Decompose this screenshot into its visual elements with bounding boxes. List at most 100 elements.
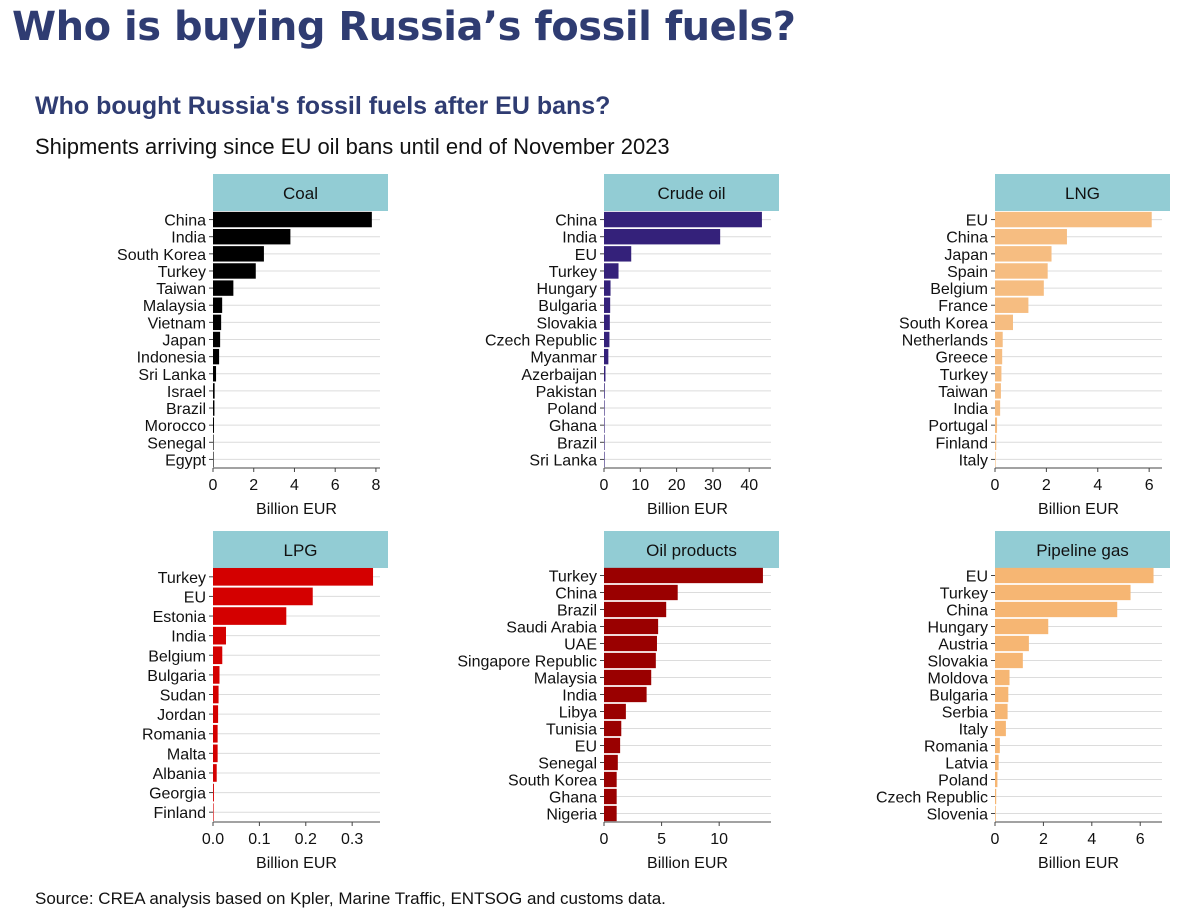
category-label: France [938,298,988,315]
bar-crude-oil-ghana [604,417,605,433]
category-label: EU [575,739,597,756]
bar-coal-malaysia [213,297,223,313]
bar-oil-products-brazil [604,601,667,618]
panel-strip-coal [213,174,388,211]
category-label: India [171,230,206,247]
category-label: Turkey [940,367,988,384]
category-label: Belgium [930,281,988,298]
category-label: Malaysia [534,671,597,688]
category-label: EU [184,589,206,606]
bar-coal-morocco [213,417,215,433]
bar-oil-products-ghana [604,788,617,805]
bar-oil-products-tunisia [604,720,622,737]
category-label: Bulgaria [929,688,988,705]
category-label: India [562,230,597,247]
bar-oil-products-india [604,686,647,703]
bar-coal-sri-lanka [213,366,217,382]
bar-oil-products-libya [604,703,626,720]
category-label: Spain [947,264,988,281]
category-label: Morocco [145,418,206,435]
bar-pipeline-gas-austria [995,635,1029,652]
bar-lng-eu [995,211,1152,228]
bar-crude-oil-slovakia [604,314,610,331]
category-label: Tunisia [546,722,597,739]
bar-pipeline-gas-italy [995,720,1006,737]
bar-oil-products-eu [604,737,621,754]
bar-coal-turkey [213,263,256,279]
bar-oil-products-senegal [604,754,618,771]
category-label: China [164,213,206,230]
category-label: Pakistan [536,384,597,401]
category-label: Senegal [147,435,206,452]
category-label: Netherlands [902,333,988,350]
category-label: Georgia [149,786,206,803]
category-label: Hungary [537,281,597,298]
bar-lpg-india [213,626,226,645]
category-label: Brazil [557,603,597,620]
category-label: Slovenia [927,807,988,824]
x-tick-label: 6 [1136,831,1145,848]
bar-coal-japan [213,331,221,348]
category-label: Turkey [940,586,988,603]
category-label: Slovakia [928,654,989,671]
bar-pipeline-gas-bulgaria [995,686,1009,703]
category-label: Nigeria [546,807,597,824]
category-label: Slovakia [537,315,598,332]
x-tick-label: 4 [1093,477,1102,494]
x-tick-label: 4 [1087,831,1096,848]
category-label: Sri Lanka [529,452,597,469]
panel-title-lpg: LPG [283,541,317,560]
category-label: Senegal [538,756,597,773]
x-tick-label: 8 [371,477,380,494]
category-label: Romania [924,739,988,756]
category-label: Malta [167,746,206,763]
category-label: Moldova [928,671,989,688]
bar-lng-greece [995,348,1003,365]
panel-strip-lng [995,174,1170,211]
x-tick-label: 0 [209,477,218,494]
bar-crude-oil-eu [604,246,632,262]
bar-lpg-malta [213,744,218,763]
category-label: Estonia [153,609,206,626]
category-label: China [946,603,988,620]
bar-pipeline-gas-moldova [995,669,1010,686]
category-label: China [555,586,597,603]
bar-lng-spain [995,263,1048,279]
bar-lpg-sudan [213,685,219,704]
bar-crude-oil-china [604,211,762,228]
category-label: Taiwan [938,384,988,401]
bar-lng-finland [995,434,997,451]
category-label: Italy [959,722,988,739]
bar-lng-france [995,297,1029,313]
category-label: Jordan [157,707,206,724]
category-label: India [171,629,206,646]
category-label: Japan [162,333,206,350]
bar-lng-taiwan [995,383,1001,399]
category-label: EU [966,213,988,230]
bar-pipeline-gas-slovenia [995,805,996,822]
x-tick-label: 10 [710,831,728,848]
bar-crude-oil-bulgaria [604,297,611,313]
category-label: Romania [142,727,206,744]
bar-coal-china [213,211,372,228]
panel-title-lng: LNG [1065,184,1100,203]
category-label: Bulgaria [538,298,597,315]
bar-oil-products-malaysia [604,669,652,686]
category-label: Azerbaijan [521,367,597,384]
chart-title: Who bought Russia's fossil fuels after E… [35,92,611,120]
category-label: Albania [153,766,206,783]
x-axis-label: Billion EUR [1038,855,1119,872]
bar-oil-products-nigeria [604,805,617,822]
category-label: Greece [936,350,989,367]
category-label: Malaysia [143,298,206,315]
x-tick-label: 30 [704,477,722,494]
bar-lng-japan [995,246,1052,262]
bar-lpg-romania [213,724,218,743]
bar-oil-products-singapore-republic [604,652,656,669]
x-tick-label: 0 [991,831,1000,848]
bar-coal-south-korea [213,246,264,262]
bar-crude-oil-india [604,228,721,245]
category-label: Poland [547,401,597,418]
